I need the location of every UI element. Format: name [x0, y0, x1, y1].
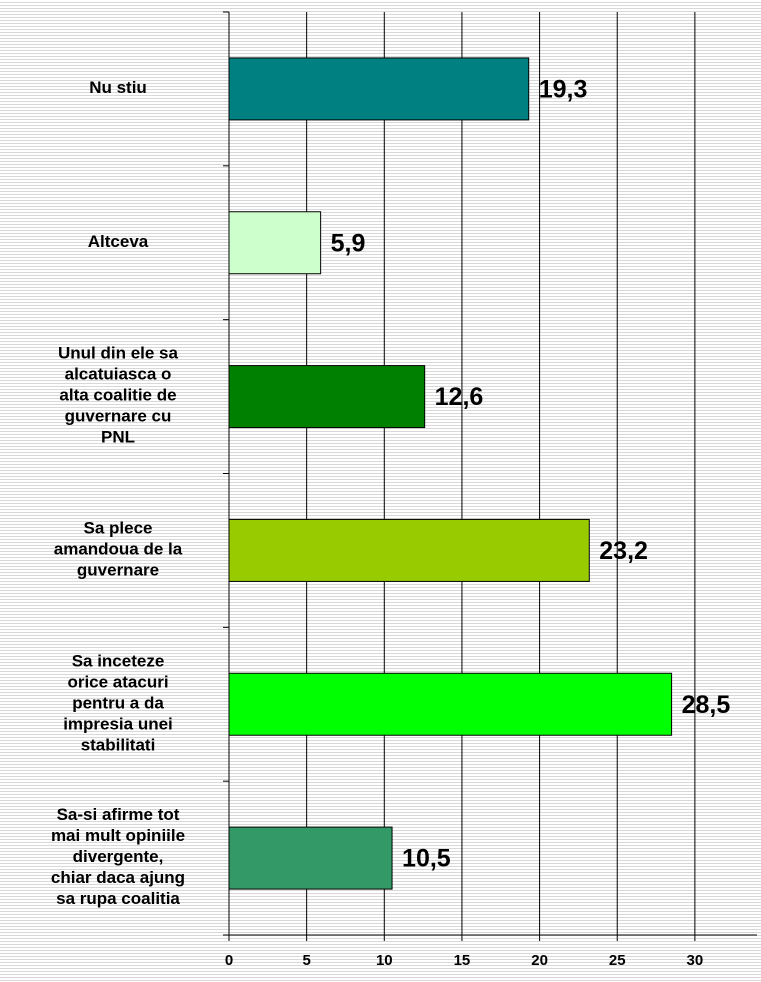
category-line: PNL — [101, 428, 135, 447]
category-line: alcatuiasca o — [65, 365, 172, 384]
x-tick-label: 5 — [302, 952, 310, 969]
x-tick-label: 20 — [531, 952, 548, 969]
x-tick-label: 0 — [225, 952, 233, 969]
category-line: Unul din ele sa — [58, 344, 179, 363]
category-label: Altceva — [88, 232, 149, 251]
category-line: Nu stiu — [89, 78, 147, 97]
category-line: sa rupa coalitia — [56, 890, 180, 909]
bar — [228, 518, 590, 582]
category-line: guvernare — [77, 561, 159, 580]
bar — [228, 672, 673, 736]
bar — [228, 211, 322, 275]
category-line: Sa inceteze — [72, 652, 165, 671]
value-label: 12,6 — [435, 383, 484, 411]
category-label: Sa-si afirme tot mai mult opiniile diverge… — [51, 806, 185, 909]
x-tick-label: 10 — [376, 952, 393, 969]
category-line: Sa-si afirme tot — [57, 806, 180, 825]
value-label: 19,3 — [539, 76, 588, 104]
category-label: Unul din ele sa alcatuiasca o alta coaliti… — [58, 344, 179, 447]
category-label: Nu stiu — [89, 78, 147, 97]
value-label: 23,2 — [599, 537, 648, 565]
category-line: pentru a da — [72, 694, 164, 713]
bar — [228, 57, 530, 121]
category-line: orice atacuri — [67, 673, 168, 692]
category-line: guvernare cu — [65, 407, 172, 426]
value-label: 5,9 — [331, 229, 366, 257]
category-label: Sa plece amandoua de la guvernare — [54, 519, 183, 580]
category-line: divergente, — [73, 848, 164, 867]
category-line: chiar daca ajung — [51, 869, 185, 888]
bar — [228, 826, 393, 890]
bar — [228, 365, 426, 429]
value-label: 10,5 — [402, 845, 451, 873]
x-tick-label: 25 — [609, 952, 626, 969]
category-line: alta coalitie de — [59, 386, 176, 405]
category-line: stabilitati — [81, 736, 156, 755]
x-tick-label: 30 — [687, 952, 704, 969]
category-line: amandoua de la — [54, 540, 183, 559]
x-tick-label: 15 — [454, 952, 471, 969]
category-line: mai mult opiniile — [51, 827, 185, 846]
category-line: Altceva — [88, 232, 149, 251]
category-line: impresia unei — [63, 715, 173, 734]
value-label: 28,5 — [682, 691, 731, 719]
category-label: Sa inceteze orice atacuri pentru a da impre… — [63, 652, 173, 755]
category-line: Sa plece — [84, 519, 153, 538]
